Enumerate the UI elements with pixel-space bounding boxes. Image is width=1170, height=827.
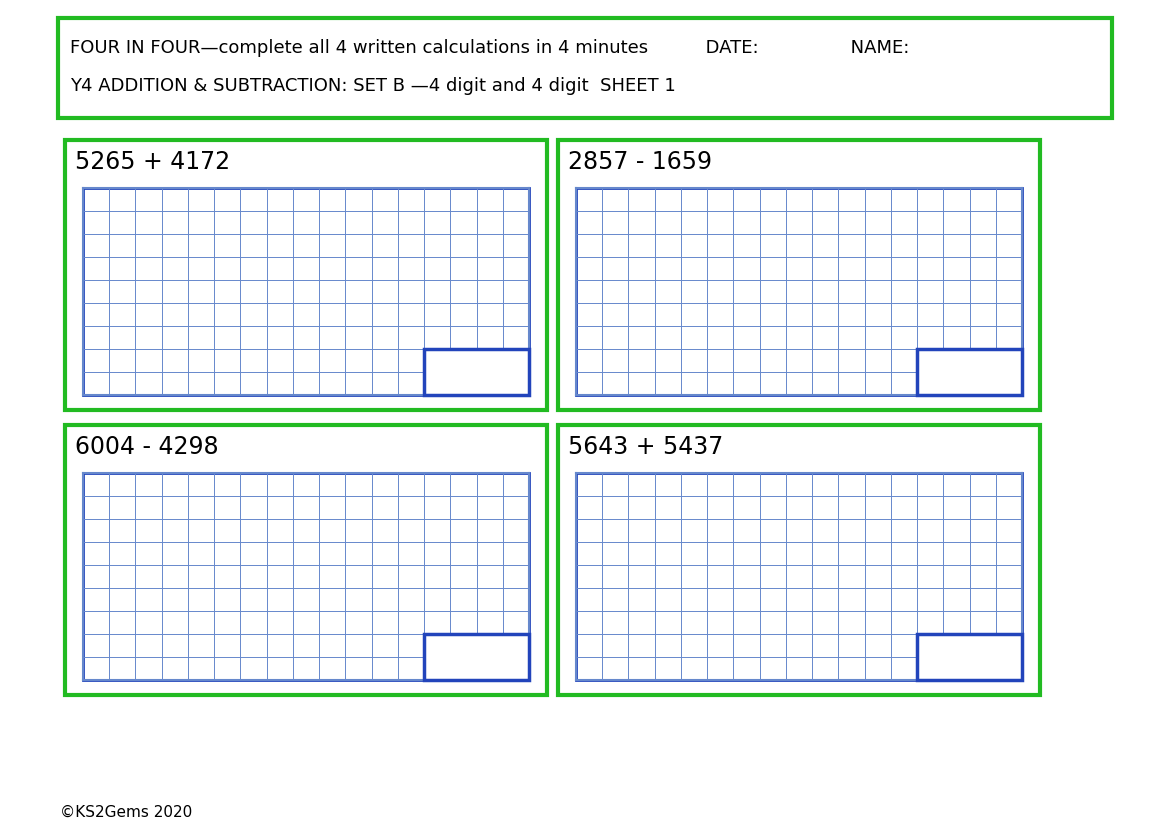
Bar <box>576 473 1023 680</box>
Text: Y4 ADDITION & SUBTRACTION: SET B —4 digit and 4 digit  SHEET 1: Y4 ADDITION & SUBTRACTION: SET B —4 digi… <box>70 77 676 95</box>
Bar <box>917 634 1023 680</box>
Text: 6004 - 4298: 6004 - 4298 <box>75 435 219 459</box>
Bar <box>83 473 529 680</box>
Bar <box>917 349 1023 395</box>
Bar <box>558 425 1040 695</box>
Bar <box>424 349 529 395</box>
Text: ©KS2Gems 2020: ©KS2Gems 2020 <box>60 805 192 820</box>
Bar <box>83 188 529 395</box>
Bar <box>66 140 548 410</box>
Text: 5265 + 4172: 5265 + 4172 <box>75 150 230 174</box>
Bar <box>576 188 1023 395</box>
Text: 5643 + 5437: 5643 + 5437 <box>567 435 723 459</box>
Bar <box>558 140 1040 410</box>
Bar <box>58 18 1112 118</box>
Bar <box>424 634 529 680</box>
Text: FOUR IN FOUR—complete all 4 written calculations in 4 minutes          DATE:    : FOUR IN FOUR—complete all 4 written calc… <box>70 39 909 57</box>
Bar <box>66 425 548 695</box>
Text: 2857 - 1659: 2857 - 1659 <box>567 150 713 174</box>
